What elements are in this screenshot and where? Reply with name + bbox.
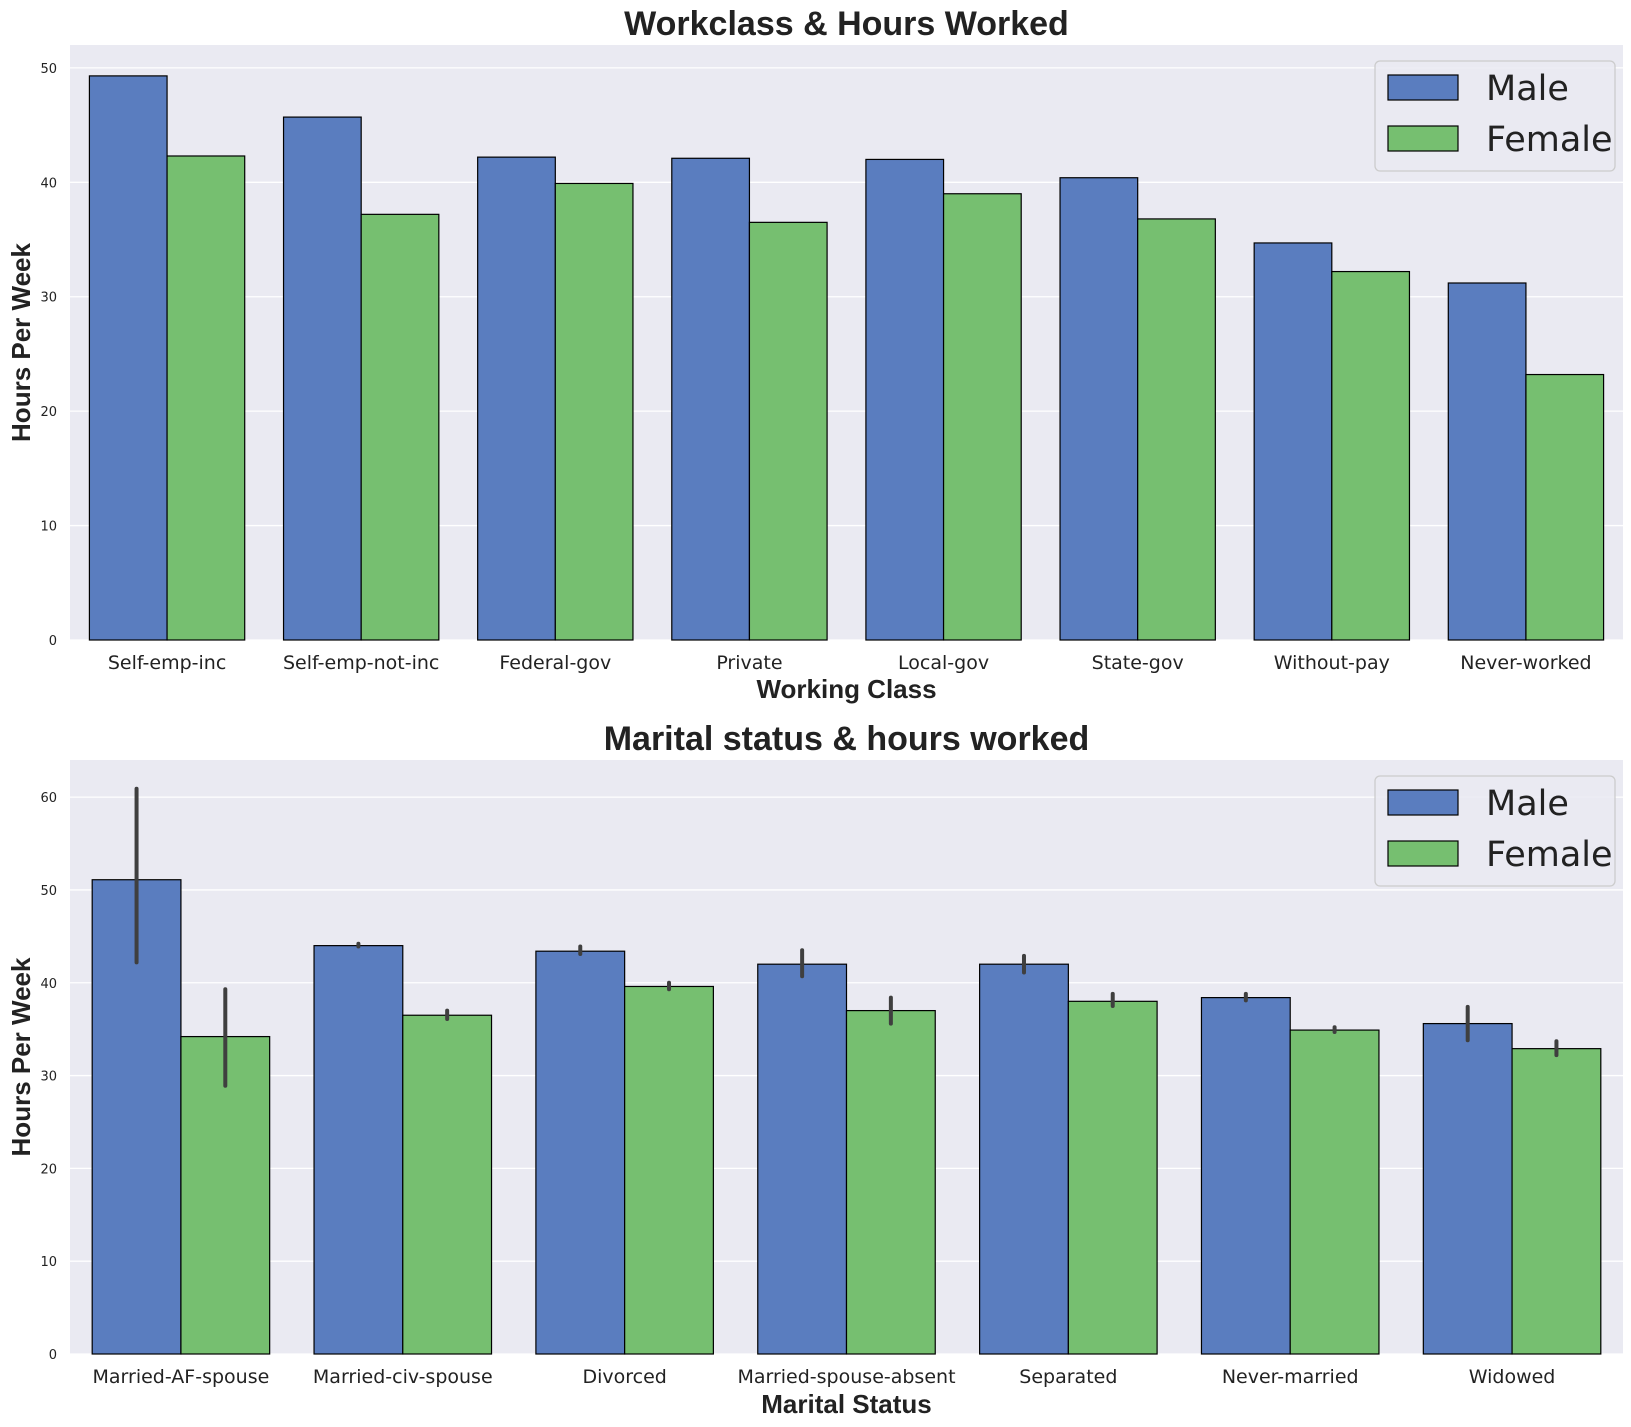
x-tick-label: Married-civ-spouse — [313, 1366, 493, 1388]
bar-female-self-emp-inc — [166, 155, 246, 641]
y-tick-label: 10 — [40, 1255, 57, 1270]
x-tick-label: Local-gov — [898, 652, 989, 674]
y-tick-label: 20 — [40, 1162, 57, 1177]
bar-male-federal-gov — [477, 156, 556, 641]
legend: Male Female — [1374, 775, 1616, 887]
bar-female-state-gov — [1137, 218, 1216, 641]
x-tick-label: Self-emp-not-inc — [283, 652, 439, 674]
legend: Male Female — [1374, 60, 1616, 172]
chart-title: Marital status & hours worked — [604, 720, 1090, 758]
x-axis-label: Working Class — [756, 674, 936, 704]
bar-male-state-gov — [1059, 177, 1139, 641]
x-tick-label: Private — [716, 652, 782, 674]
x-tick-label: Married-AF-spouse — [93, 1366, 270, 1388]
y-tick-label: 60 — [40, 791, 57, 806]
legend-label-female: Female — [1486, 120, 1613, 160]
x-tick-label: Never-worked — [1460, 652, 1591, 674]
y-tick-label: 30 — [40, 1070, 57, 1085]
x-tick-label: Married-spouse-absent — [737, 1366, 955, 1388]
bar-female-without-pay — [1331, 270, 1411, 641]
x-tick-label: Self-emp-inc — [108, 652, 226, 674]
bar-female-divorced — [624, 985, 714, 1355]
bar-male-local-gov — [865, 158, 945, 641]
bar-female-local-gov — [942, 193, 1022, 641]
y-axis-label: Hours Per Week — [6, 242, 36, 441]
bar-female-federal-gov — [554, 182, 634, 641]
bar-female-married-af-spouse — [180, 1035, 271, 1355]
legend-label-female: Female — [1486, 835, 1613, 875]
bar-male-without-pay — [1253, 242, 1333, 641]
bar-male-self-emp-inc — [88, 75, 168, 641]
y-tick-label: 20 — [40, 405, 57, 420]
legend-swatch-male — [1387, 789, 1459, 816]
x-tick-label: Without-pay — [1274, 652, 1390, 674]
y-tick-label: 40 — [40, 176, 57, 191]
chart-panel-1: 0 10 20 30 40 50 Self-emp-inc Self-emp-not-inc F… — [6, 5, 1623, 704]
chart-title: Workclass & Hours Worked — [624, 5, 1069, 43]
bar-female-married-civ-spouse — [402, 1014, 493, 1355]
bar-female-self-emp-not-inc — [360, 213, 440, 641]
y-tick-label: 40 — [40, 977, 57, 992]
legend-label-male: Male — [1486, 69, 1569, 109]
y-tick-label: 50 — [40, 884, 57, 899]
bar-female-never-married — [1289, 1029, 1380, 1355]
legend-swatch-female — [1387, 840, 1459, 867]
legend-swatch-female — [1387, 125, 1459, 152]
bar-female-private — [748, 221, 828, 641]
y-tick-label: 50 — [40, 62, 57, 77]
chart-panel-2: 0 10 20 30 40 50 60 Married-AF-spouse Married-ci… — [6, 720, 1623, 1419]
y-axis-label: Hours Per Week — [6, 957, 36, 1156]
bar-female-widowed — [1511, 1048, 1602, 1355]
y-tick-label: 0 — [49, 634, 57, 649]
bar-male-divorced — [535, 950, 626, 1355]
bar-male-never-worked — [1447, 282, 1527, 641]
x-axis-label: Marital Status — [761, 1389, 932, 1419]
x-tick-label: Federal-gov — [499, 652, 611, 674]
bar-male-married-spouse-absent — [757, 963, 848, 1355]
bar-female-separated — [1067, 1000, 1158, 1355]
y-tick-label: 30 — [40, 291, 57, 306]
y-tick-label: 10 — [40, 520, 57, 535]
bar-male-separated — [979, 963, 1069, 1355]
bar-male-married-civ-spouse — [313, 945, 404, 1355]
bar-male-never-married — [1200, 996, 1291, 1355]
y-tick-label: 0 — [49, 1348, 57, 1363]
legend-swatch-male — [1387, 74, 1459, 101]
x-tick-label: Divorced — [582, 1366, 666, 1388]
legend-label-male: Male — [1486, 784, 1569, 824]
bar-male-private — [671, 157, 751, 641]
x-tick-label: State-gov — [1092, 652, 1184, 674]
x-tick-label: Separated — [1019, 1366, 1117, 1388]
bar-female-married-spouse-absent — [845, 1009, 936, 1355]
bar-male-self-emp-not-inc — [282, 116, 362, 641]
x-tick-label: Never-married — [1222, 1366, 1359, 1388]
bar-female-never-worked — [1525, 373, 1605, 641]
bar-male-widowed — [1422, 1022, 1513, 1355]
x-tick-label: Widowed — [1469, 1366, 1556, 1388]
